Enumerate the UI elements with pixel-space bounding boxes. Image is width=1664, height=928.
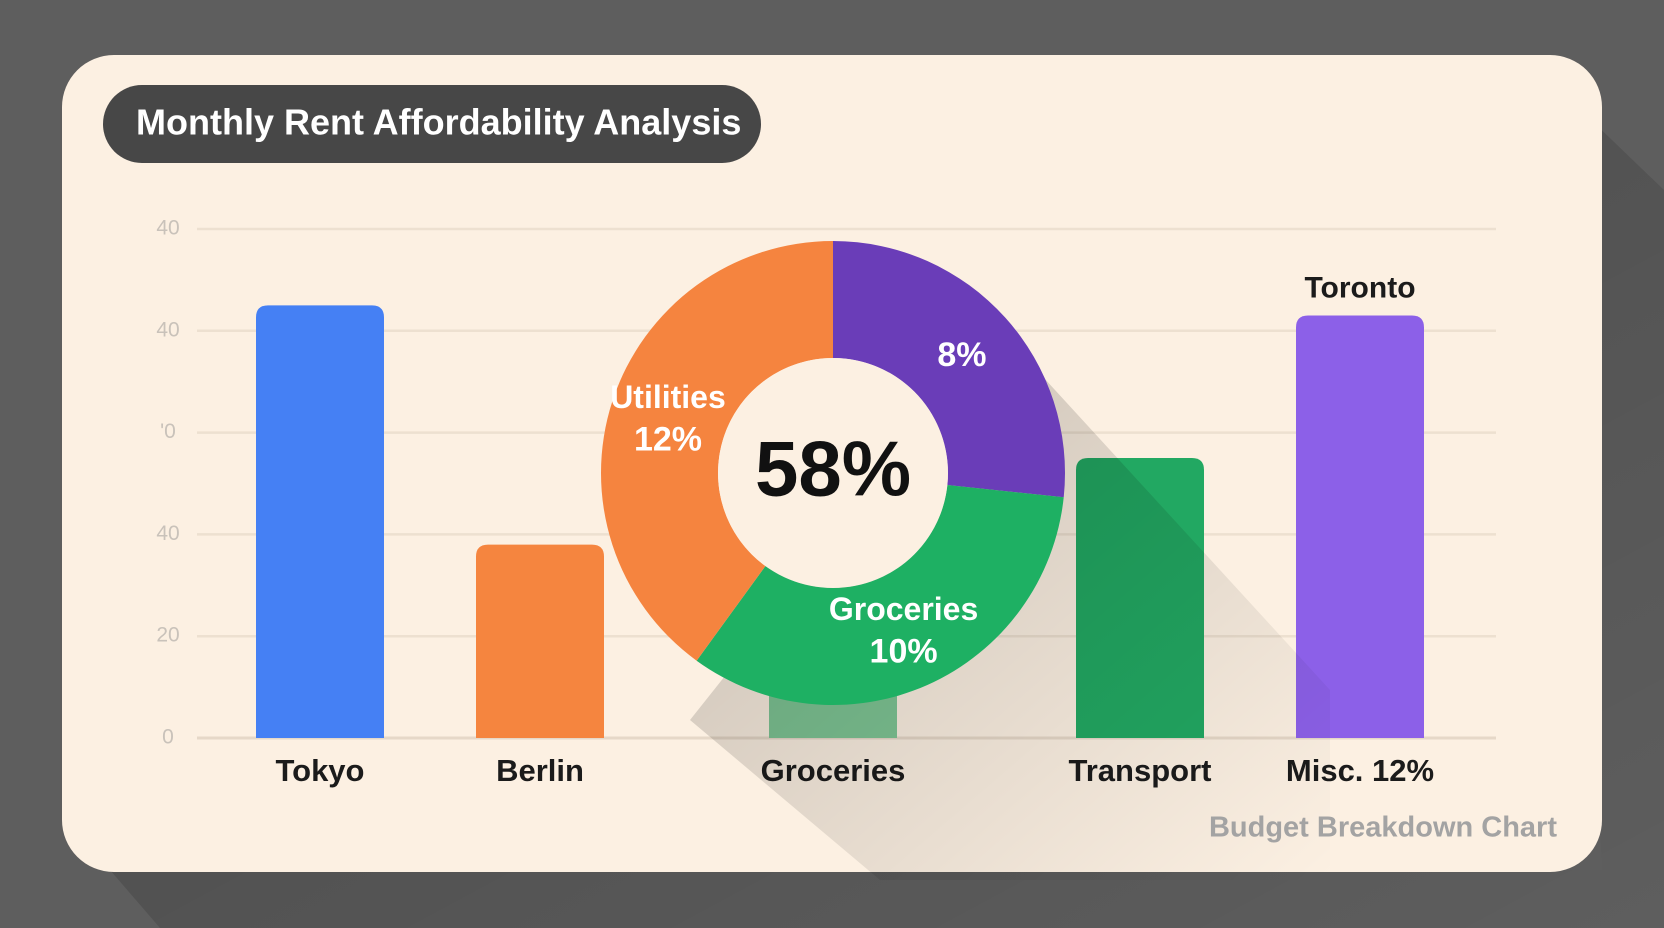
pie-slice: [833, 241, 1065, 498]
y-tick-label: 40: [156, 217, 179, 240]
y-tick-label: 40: [156, 522, 179, 545]
y-tick-label: '0: [160, 420, 176, 443]
slice-value-label: 12%: [634, 420, 702, 458]
pie-slice: [696, 485, 1064, 705]
annotation: Toronto: [1304, 271, 1415, 304]
pie-slice: [601, 241, 833, 661]
x-tick-label: Tokyo: [276, 753, 365, 788]
x-tick-label: Berlin: [496, 753, 584, 788]
slice-value-label: 8%: [937, 336, 986, 374]
bar: [476, 544, 604, 738]
y-tick-label: 20: [156, 624, 179, 647]
slice-label: Groceries: [829, 591, 978, 627]
y-tick-label: 0: [162, 726, 174, 749]
donut-hole: [718, 358, 948, 588]
title-pill: [103, 85, 761, 163]
bar: [1296, 315, 1424, 738]
slice-value-label: 10%: [870, 632, 938, 670]
footer: Budget Breakdown Chart: [1209, 812, 1557, 844]
y-tick-label: 40: [156, 318, 179, 341]
slice-label: Utilities: [610, 379, 726, 415]
bar: [256, 305, 384, 738]
donut: 8% Groceries 10% Utilities 12% 58%: [601, 241, 1065, 705]
center-label: 58%: [755, 425, 911, 513]
chart-title: Monthly Rent Affordability Analysis: [136, 102, 741, 143]
